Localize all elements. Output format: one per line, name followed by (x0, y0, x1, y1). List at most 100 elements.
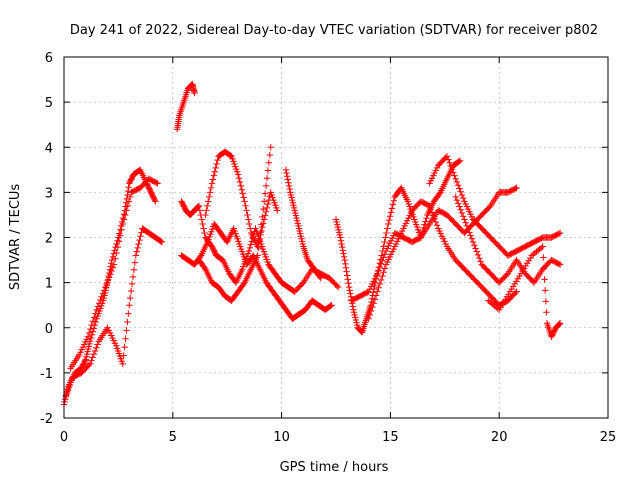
data-point (380, 269, 387, 276)
data-point (247, 225, 254, 232)
data-point (426, 202, 433, 210)
data-point (476, 254, 483, 262)
data-point (283, 169, 290, 177)
data-point (118, 226, 125, 233)
data-point (265, 159, 273, 166)
data-point (382, 234, 389, 241)
data-point (153, 179, 160, 186)
data-point (199, 220, 206, 228)
data-point (113, 249, 120, 257)
data-point (459, 194, 467, 202)
data-point (212, 164, 219, 172)
data-point (430, 212, 437, 219)
data-point (451, 172, 458, 179)
data-point (503, 271, 510, 279)
data-point (97, 296, 104, 304)
data-point (374, 288, 381, 295)
data-point (388, 205, 396, 212)
data-point (85, 329, 93, 337)
data-point (120, 352, 127, 359)
data-point (358, 328, 365, 335)
data-point (512, 289, 519, 297)
data-point (555, 260, 563, 268)
data-point (203, 207, 210, 214)
data-point (286, 185, 293, 193)
data-point (95, 300, 103, 307)
data-point (543, 309, 550, 316)
data-point (200, 225, 207, 232)
data-point (464, 225, 472, 233)
data-point (468, 235, 476, 242)
data-point (341, 256, 348, 264)
data-point (205, 198, 212, 205)
data-point (201, 229, 208, 237)
data-point (337, 237, 345, 244)
data-point (462, 219, 469, 226)
data-point (449, 169, 457, 176)
data-point (381, 265, 389, 272)
data-point (245, 247, 253, 255)
series-trace-12 (365, 198, 520, 322)
data-point (115, 238, 123, 245)
data-point (436, 190, 443, 197)
data-point (245, 216, 252, 223)
y-axis-label: SDTVAR / TECUs (8, 184, 23, 291)
data-point (243, 207, 250, 214)
data-point (555, 230, 563, 237)
data-point (298, 280, 306, 288)
data-point (158, 238, 166, 246)
data-point (90, 314, 98, 321)
data-point (255, 244, 262, 252)
data-point (385, 220, 392, 228)
data-point (285, 179, 292, 186)
data-point (384, 225, 391, 232)
y-tick-label: 5 (45, 96, 53, 111)
data-point (457, 206, 464, 213)
data-point (425, 202, 432, 209)
data-marks (60, 80, 564, 408)
data-point (122, 335, 129, 342)
data-point (374, 270, 381, 277)
data-point (386, 213, 394, 220)
y-tick-label: 1 (45, 277, 53, 292)
y-tick-label: -2 (40, 412, 53, 427)
data-point (453, 196, 461, 204)
data-point (105, 274, 113, 281)
data-point (370, 300, 377, 307)
data-point (214, 156, 221, 164)
data-point (367, 307, 375, 315)
data-point (446, 159, 453, 166)
data-point (234, 171, 242, 178)
data-point (236, 178, 244, 186)
data-point (467, 232, 474, 239)
data-point (339, 247, 347, 254)
y-tick-label: 4 (45, 141, 53, 156)
data-point (259, 213, 266, 221)
data-point (100, 287, 108, 294)
data-point (452, 175, 459, 183)
data-point (461, 216, 468, 223)
data-point (117, 232, 124, 239)
series-trace-13 (426, 153, 564, 259)
data-point (85, 361, 93, 369)
data-point (473, 248, 481, 255)
data-point (196, 207, 204, 214)
data-point (136, 236, 143, 244)
data-point (342, 264, 350, 271)
data-point (89, 354, 96, 361)
data-point (443, 153, 451, 160)
data-point (260, 198, 268, 205)
data-point (365, 315, 372, 322)
data-point (317, 274, 324, 282)
data-point (284, 176, 292, 183)
data-point (338, 240, 345, 248)
data-point (154, 180, 161, 187)
data-point (379, 272, 386, 280)
data-point (456, 157, 464, 164)
data-point (247, 241, 255, 248)
data-point (133, 248, 140, 255)
data-point (542, 287, 549, 294)
data-point (494, 305, 501, 312)
data-point (387, 209, 395, 216)
data-point (539, 243, 546, 250)
